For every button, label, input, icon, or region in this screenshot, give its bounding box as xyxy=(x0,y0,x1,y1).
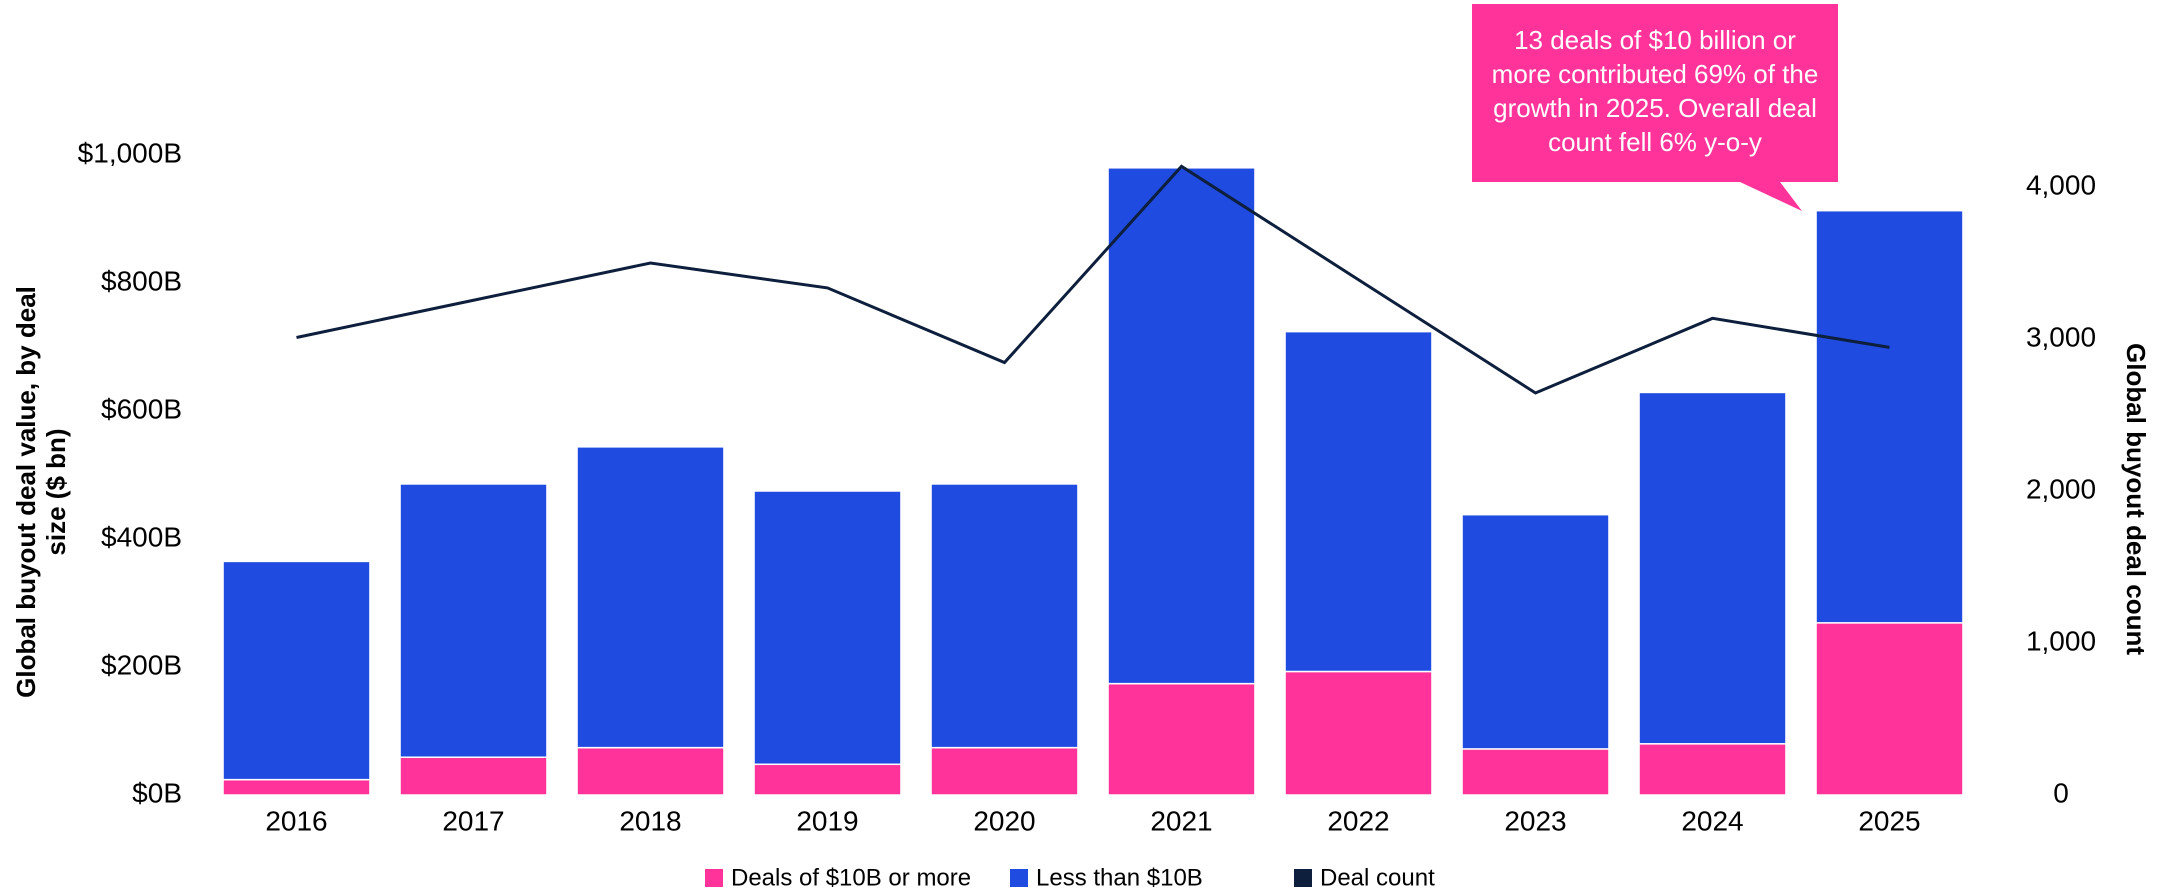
x-tick-label: 2017 xyxy=(442,805,504,836)
legend-swatch xyxy=(1294,869,1312,887)
y2-tick-label: 3,000 xyxy=(2026,321,2096,352)
y2-tick-label: 4,000 xyxy=(2026,169,2096,200)
bar xyxy=(399,483,548,758)
annotation-text: 13 deals of $10 billion or xyxy=(1514,25,1796,55)
bar xyxy=(1638,743,1787,796)
line xyxy=(296,164,1890,395)
x-tick-label: 2020 xyxy=(973,805,1035,836)
bar xyxy=(1815,209,1964,624)
x-tick-label: 2021 xyxy=(1150,805,1212,836)
legend-label: Less than $10B xyxy=(1036,864,1203,890)
y-tick-label: $200B xyxy=(101,649,182,680)
bar xyxy=(1284,670,1433,796)
y-axis-title: Global buyout deal value, by deal xyxy=(11,286,41,698)
bar xyxy=(753,490,902,766)
y-tick-label: $400B xyxy=(101,521,182,552)
annotation-text: more contributed 69% of the xyxy=(1492,59,1819,89)
bar xyxy=(1107,682,1256,796)
bar xyxy=(753,763,902,796)
y2-tick-label: 1,000 xyxy=(2026,625,2096,656)
bar xyxy=(399,756,548,796)
annotation-text: growth in 2025. Overall deal xyxy=(1493,93,1817,123)
y2-tick-label: 2,000 xyxy=(2026,473,2096,504)
bar xyxy=(930,483,1079,749)
x-tick-label: 2018 xyxy=(619,805,681,836)
x-tick-label: 2022 xyxy=(1327,805,1389,836)
y2-tick-label: 0 xyxy=(2053,777,2069,808)
bar xyxy=(576,446,725,749)
legend-swatch xyxy=(705,869,723,887)
legend-label: Deal count xyxy=(1320,864,1435,890)
y-tick-label: $600B xyxy=(101,393,182,424)
bar xyxy=(930,746,1079,796)
bar xyxy=(576,746,725,796)
annotation-text: count fell 6% y-o-y xyxy=(1548,127,1762,157)
x-tick-label: 2016 xyxy=(265,805,327,836)
bar xyxy=(1107,167,1256,685)
y-axis-title: size ($ bn) xyxy=(41,428,71,555)
bar xyxy=(1461,748,1610,796)
bar xyxy=(1284,330,1433,673)
bar xyxy=(1815,622,1964,796)
bar xyxy=(222,560,371,781)
y-tick-label: $1,000B xyxy=(78,137,182,168)
bar xyxy=(222,778,371,796)
annotation-box xyxy=(1472,4,1838,211)
y-tick-label: $0B xyxy=(132,777,182,808)
legend-label: Deals of $10B or more xyxy=(731,864,971,890)
x-tick-label: 2023 xyxy=(1504,805,1566,836)
x-tick-label: 2025 xyxy=(1858,805,1920,836)
bar xyxy=(1461,513,1610,750)
x-tick-label: 2019 xyxy=(796,805,858,836)
bar xyxy=(1638,391,1787,745)
y2-axis-title: Global buyout deal count xyxy=(2121,343,2151,655)
y-tick-label: $800B xyxy=(101,265,182,296)
x-tick-label: 2024 xyxy=(1681,805,1743,836)
legend-swatch xyxy=(1010,869,1028,887)
